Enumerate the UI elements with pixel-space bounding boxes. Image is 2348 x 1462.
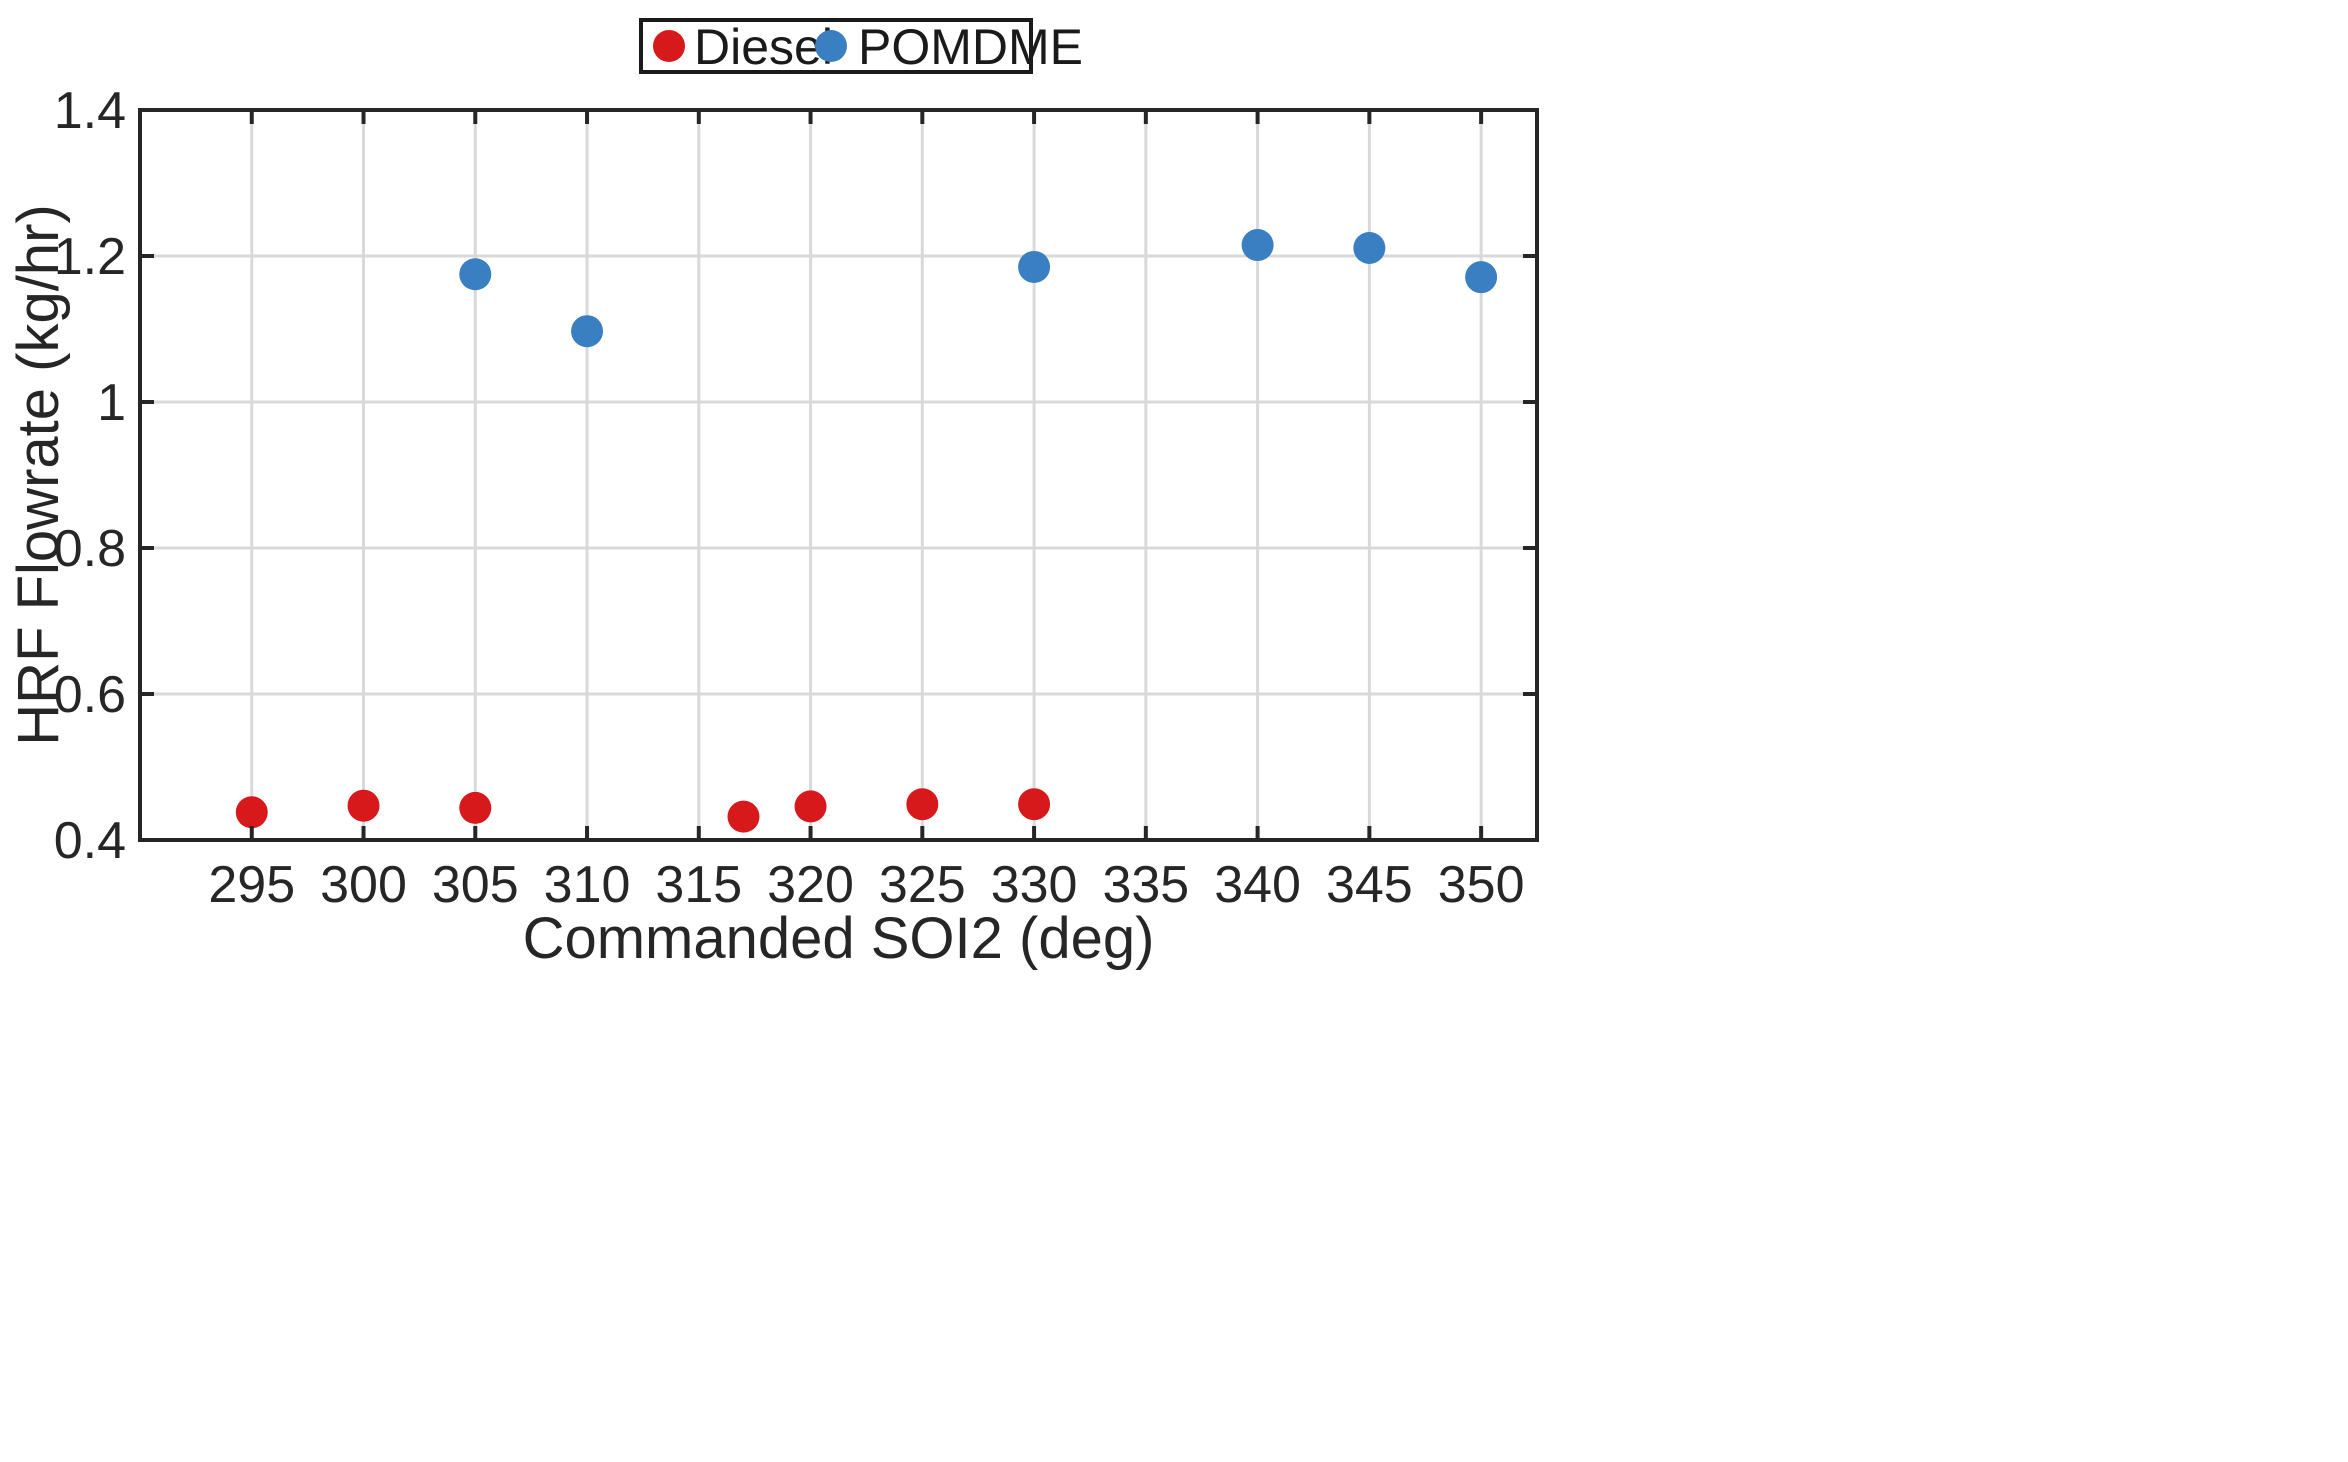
point-pomdme	[1465, 261, 1498, 294]
x-tick-label: 335	[1102, 856, 1189, 914]
x-axis-title: Commanded SOI2 (deg)	[523, 906, 1155, 971]
x-tick-label: 340	[1214, 856, 1301, 914]
y-tick-label: 1.2	[54, 228, 126, 286]
point-pomdme	[571, 315, 604, 348]
y-tick-label: 1	[97, 374, 126, 432]
point-pomdme	[1353, 231, 1386, 264]
x-tick-label: 325	[879, 856, 966, 914]
legend-marker-diesel	[653, 30, 685, 62]
y-tick-labels: 0.4 0.6 0.8 1 1.2 1.4	[54, 82, 126, 870]
y-tick-label: 1.4	[54, 82, 126, 140]
x-tick-labels: 295 300 305 310 315 320 325 330 335 340 345 350	[208, 856, 1524, 914]
point-diesel	[1018, 788, 1051, 821]
data-points	[235, 229, 1498, 833]
legend-label-diesel: Diesel	[694, 19, 833, 75]
point-pomdme	[1018, 250, 1051, 283]
y-axis-title: HRF Flowrate (kg/hr)	[6, 204, 71, 745]
legend-marker-pomdme	[815, 30, 847, 62]
x-tick-label: 310	[544, 856, 631, 914]
axis-ticks	[140, 108, 1537, 842]
point-diesel	[235, 796, 268, 829]
y-tick-label: 0.4	[54, 812, 126, 870]
x-tick-label: 350	[1438, 856, 1525, 914]
legend-label-pomdme: POMDME	[858, 19, 1083, 75]
grid	[140, 108, 1537, 842]
y-tick-label: 0.6	[54, 666, 126, 724]
point-diesel	[906, 788, 939, 821]
point-diesel	[459, 791, 492, 824]
x-tick-label: 315	[655, 856, 742, 914]
x-tick-label: 305	[432, 856, 519, 914]
point-pomdme	[1241, 229, 1274, 262]
x-tick-label: 300	[320, 856, 407, 914]
x-tick-label: 320	[767, 856, 854, 914]
y-tick-label: 0.8	[54, 520, 126, 578]
x-tick-label: 330	[991, 856, 1078, 914]
point-diesel	[727, 800, 760, 833]
point-diesel	[794, 790, 827, 823]
point-diesel	[347, 789, 380, 822]
x-tick-label: 295	[208, 856, 295, 914]
point-pomdme	[459, 258, 492, 291]
legend: Diesel POMDME	[639, 18, 1083, 75]
plot-frame	[138, 108, 1539, 842]
x-tick-label: 345	[1326, 856, 1413, 914]
